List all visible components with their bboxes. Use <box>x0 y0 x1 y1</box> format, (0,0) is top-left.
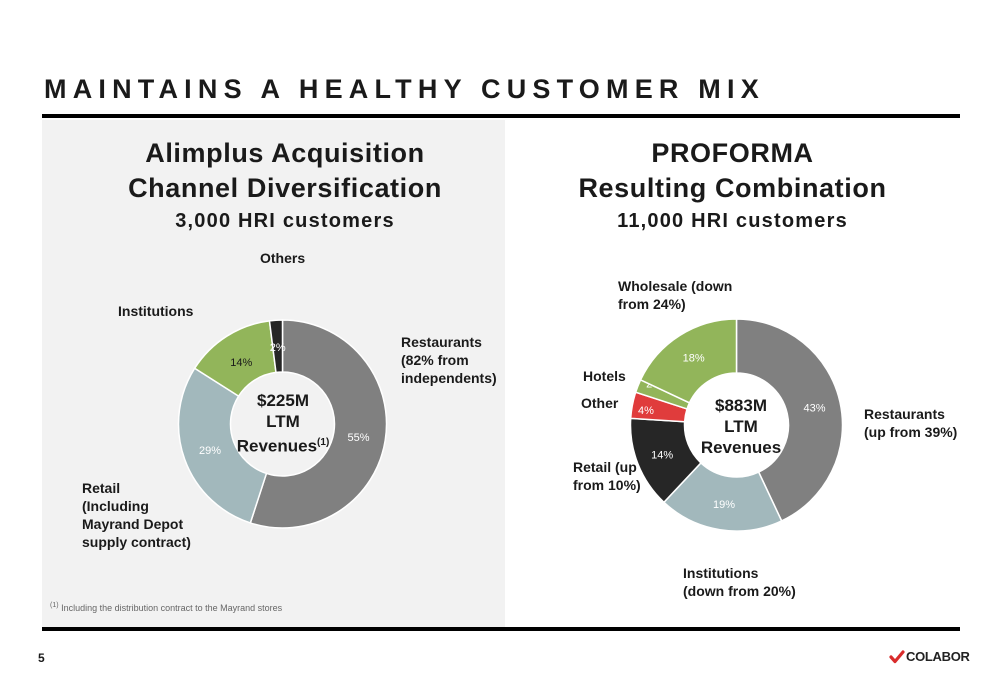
right-label-retail-line-2: from 10%) <box>573 477 641 493</box>
left-label-retail-line-4: supply contract) <box>82 534 191 550</box>
left-center-revenues-word: Revenues <box>236 436 318 456</box>
slide-title: MAINTAINS A HEALTHY CUSTOMER MIX <box>44 74 765 104</box>
left-label-institutions: Institutions <box>118 302 193 320</box>
slice-restaurants <box>249 319 388 529</box>
right-label-wholesale: Wholesale (down from 24%) <box>618 277 732 313</box>
right-label-retail: Retail (up from 10%) <box>573 458 641 494</box>
left-center-label: $225M LTM Revenues(1) <box>228 390 338 457</box>
right-label-restaurants-line-1: Restaurants <box>864 406 945 422</box>
logo-text: COLABOR <box>906 649 970 664</box>
right-label-wholesale-line-2: from 24%) <box>618 296 686 312</box>
left-heading-subtitle: 3,000 HRI customers <box>175 210 395 232</box>
data-label-institutions: 19% <box>713 499 735 511</box>
left-center-revenues: Revenues(1) <box>228 432 338 457</box>
left-heading: Alimplus Acquisition Channel Diversifica… <box>42 136 528 236</box>
right-label-hotels-line: Hotels <box>583 368 626 384</box>
right-center-amount: $883M <box>715 396 767 415</box>
right-label-institutions-line-2: (down from 20%) <box>683 583 796 599</box>
right-label-other-line: Other <box>581 395 619 411</box>
left-label-institutions-line: Institutions <box>118 303 194 319</box>
footnote-text: Including the distribution contract to t… <box>58 603 283 613</box>
right-center-ltm: LTM <box>724 417 758 436</box>
top-divider <box>42 114 960 118</box>
footnote: (1) Including the distribution contract … <box>50 602 282 613</box>
left-heading-line-1: Alimplus Acquisition <box>145 138 425 168</box>
left-label-retail-line-1: Retail <box>82 480 121 496</box>
right-label-hotels: Hotels <box>583 367 626 385</box>
data-label-retail: 29% <box>199 445 221 457</box>
left-label-restaurants: Restaurants (82% from independents) <box>401 333 497 387</box>
right-label-restaurants: Restaurants (up from 39%) <box>864 405 957 441</box>
page-number: 5 <box>38 651 45 665</box>
data-label-retail: 14% <box>651 449 673 461</box>
left-label-restaurants-line-1: Restaurants <box>401 334 482 350</box>
right-label-other: Other <box>581 394 618 412</box>
right-label-institutions-line-1: Institutions <box>683 565 759 581</box>
right-label-institutions: Institutions (down from 20%) <box>683 564 796 600</box>
right-label-retail-line-1: Retail (up <box>573 459 637 475</box>
data-label-other: 4% <box>638 405 654 417</box>
right-donut-chart: 43%19%14%4%2%18% <box>629 318 844 532</box>
left-label-retail-line-3: Mayrand Depot <box>82 516 184 532</box>
left-label-retail-line-2: (Including <box>82 498 149 514</box>
data-label-institutions: 14% <box>230 357 252 369</box>
data-label-restaurants: 43% <box>804 403 826 415</box>
right-center-label: $883M LTM Revenues <box>686 395 796 458</box>
slice-retail <box>177 367 268 524</box>
left-footnote-marker: (1) <box>317 437 330 448</box>
right-heading: PROFORMA Resulting Combination 11,000 HR… <box>505 136 960 236</box>
left-donut-chart: 55% 29% 14% 2% <box>177 319 388 529</box>
left-center-ltm: LTM <box>266 412 300 431</box>
right-center-revenues: Revenues <box>700 438 782 457</box>
right-heading-line-2: Resulting Combination <box>578 173 887 203</box>
right-label-restaurants-line-2: (up from 39%) <box>864 424 958 440</box>
right-label-wholesale-line-1: Wholesale (down <box>618 278 733 294</box>
slice-others <box>268 319 284 374</box>
footnote-marker: (1) <box>50 602 59 609</box>
data-label-wholesale: 18% <box>683 352 705 364</box>
colabor-checkmark-icon <box>889 650 905 664</box>
data-label-others: 2% <box>270 342 286 354</box>
right-heading-line-1: PROFORMA <box>651 138 814 168</box>
bottom-divider <box>42 627 960 631</box>
slice-restaurants <box>735 318 844 522</box>
left-label-retail: Retail (Including Mayrand Depot supply c… <box>82 479 191 551</box>
left-heading-line-2: Channel Diversification <box>128 173 442 203</box>
left-label-others-line: Others <box>260 250 306 266</box>
left-label-others: Others <box>260 249 305 267</box>
left-center-amount: $225M <box>257 391 309 410</box>
left-label-restaurants-line-2: (82% from <box>401 352 469 368</box>
left-label-restaurants-line-3: independents) <box>401 370 497 386</box>
data-label-restaurants: 55% <box>348 432 370 444</box>
slice-wholesale <box>639 318 738 404</box>
right-heading-subtitle: 11,000 HRI customers <box>617 210 848 232</box>
